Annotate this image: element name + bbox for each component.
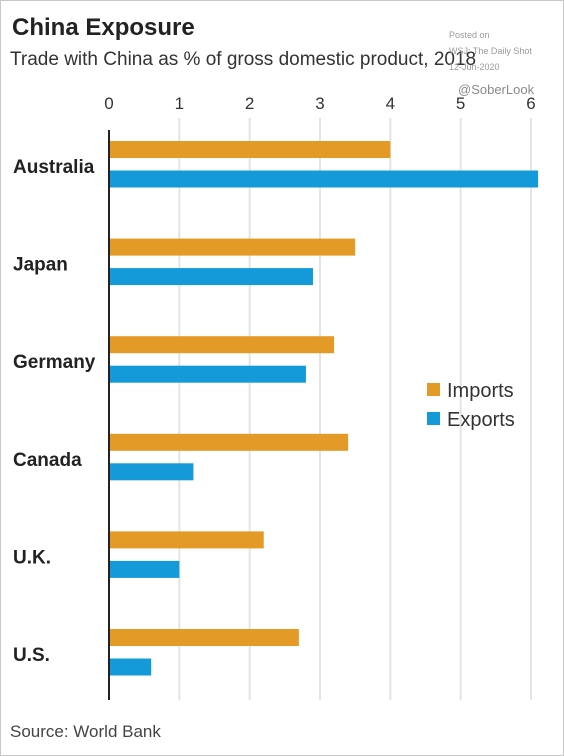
x-tick-label: 1 xyxy=(175,94,184,113)
x-tick-label: 4 xyxy=(386,94,395,113)
bar-exports-australia xyxy=(109,170,539,188)
category-label: Australia xyxy=(13,157,95,178)
bar-exports-uk xyxy=(109,560,180,578)
x-tick-label: 6 xyxy=(526,94,535,113)
watermark-date: 12-Jun-2020 xyxy=(449,62,500,72)
bar-exports-japan xyxy=(109,268,313,286)
bar-exports-us xyxy=(109,658,152,676)
bar-exports-germany xyxy=(109,365,306,383)
x-tick-label: 3 xyxy=(315,94,324,113)
bar-imports-germany xyxy=(109,336,335,354)
bar-imports-uk xyxy=(109,531,264,549)
bar-imports-japan xyxy=(109,238,356,256)
legend-swatch-exports xyxy=(427,412,440,425)
legend-label-exports: Exports xyxy=(447,409,515,431)
bar-exports-canada xyxy=(109,463,194,481)
bar-imports-us xyxy=(109,629,299,646)
source-note: Source: World Bank xyxy=(10,722,161,741)
x-tick-label: 2 xyxy=(245,94,254,113)
chart-title: China Exposure xyxy=(12,14,195,41)
watermark-handle: @SoberLook xyxy=(458,82,535,97)
legend-swatch-imports xyxy=(427,383,440,396)
watermark-posted-on: Posted on xyxy=(449,30,490,40)
category-label: Japan xyxy=(13,255,68,276)
category-label: U.S. xyxy=(13,645,50,666)
bar-imports-canada xyxy=(109,433,349,451)
bar-imports-australia xyxy=(109,141,391,158)
legend-label-imports: Imports xyxy=(447,380,514,402)
watermark-source: WSJ: The Daily Shot xyxy=(449,46,532,56)
chart-subtitle: Trade with China as % of gross domestic … xyxy=(10,49,477,70)
category-label: U.K. xyxy=(13,547,51,568)
x-tick-label: 5 xyxy=(456,94,465,113)
x-tick-label: 0 xyxy=(104,94,113,113)
category-label: Germany xyxy=(13,352,96,373)
category-label: Canada xyxy=(13,450,82,471)
